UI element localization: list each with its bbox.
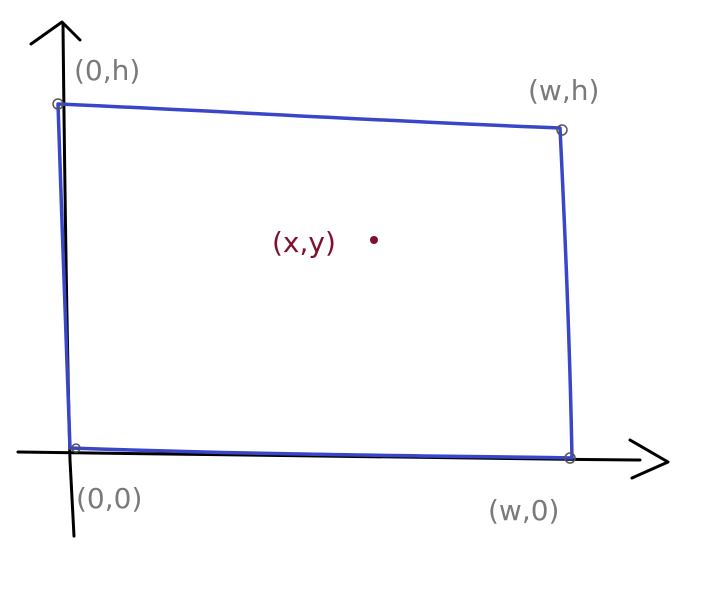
corner-points: [52, 98, 576, 464]
label-top-right: (w,h): [528, 74, 599, 107]
rectangle: [56, 102, 574, 460]
corner-point-bottom-right: [564, 452, 576, 464]
label-top-left: (0,h): [74, 54, 140, 87]
x-axis-arrowhead: [628, 438, 670, 480]
corner-point-bottom-left: [71, 443, 81, 453]
corner-point-top-right: [556, 124, 568, 136]
label-bottom-left: (0,0): [76, 482, 142, 515]
label-bottom-right: (w,0): [488, 494, 559, 527]
corner-point-top-left: [52, 98, 64, 110]
y-axis-arrowhead: [29, 20, 82, 46]
center-point: [370, 236, 378, 244]
label-center: (x,y): [272, 226, 336, 259]
